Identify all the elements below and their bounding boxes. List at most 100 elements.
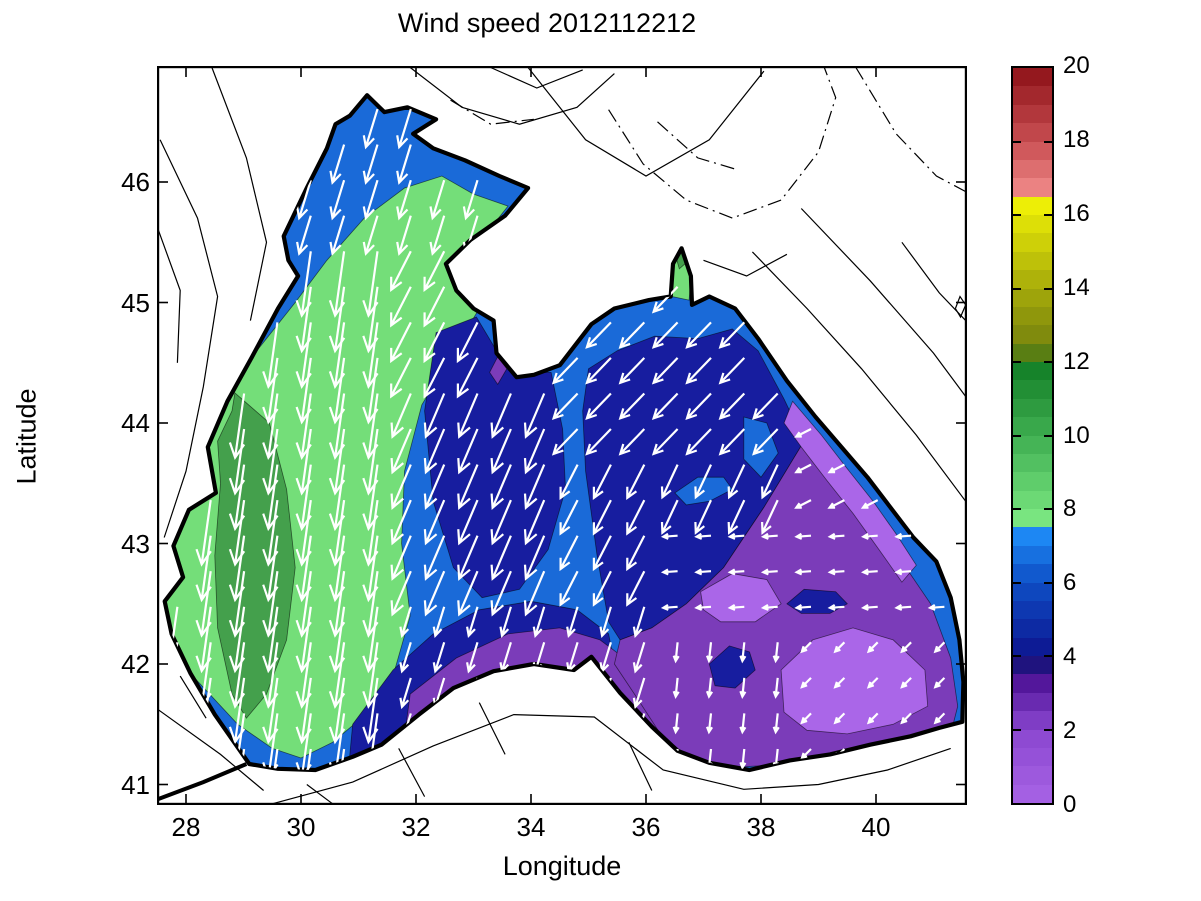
wind-vector-arrow (362, 535, 379, 603)
wind-vector-arrow (718, 392, 746, 421)
wind-vector-arrow (694, 464, 712, 500)
wind-vector-arrow (660, 464, 679, 500)
wind-vector-arrow (262, 322, 279, 390)
wind-vector-arrow (328, 535, 346, 603)
wind-vector-arrow (457, 393, 479, 439)
wind-vector-arrow (423, 393, 446, 439)
wind-vector-arrow (295, 251, 312, 318)
colorbar-step (1013, 85, 1052, 105)
colorbar-step (1013, 471, 1052, 491)
wind-vector-arrow (660, 603, 678, 611)
wind-vector-arrow (296, 215, 312, 256)
wind-vector-arrow (396, 144, 412, 185)
land-contour-line (703, 253, 788, 277)
wind-vector-arrow (585, 321, 612, 349)
land-contour-line (211, 67, 268, 321)
y-tick-label: 45 (121, 287, 150, 318)
wind-vector-arrow (396, 215, 412, 256)
wind-vector-arrow (228, 748, 246, 770)
colorbar-step (1013, 361, 1052, 381)
wind-vector-arrow (739, 748, 747, 770)
wind-vector-arrow (660, 532, 678, 540)
wind-vector-arrow (761, 499, 779, 535)
wind-vector-arrow (772, 713, 780, 735)
x-tick-label: 38 (746, 812, 776, 842)
wind-vector-arrow (794, 463, 812, 474)
wind-vector-arrow (466, 641, 479, 674)
wind-vector-arrow (432, 641, 446, 674)
colorbar-tick (1044, 434, 1052, 437)
wind-vector-arrow (396, 179, 412, 221)
wind-vector-arrow (894, 603, 912, 611)
x-tick-label: 28 (171, 812, 201, 842)
wind-vector-arrow (423, 464, 446, 510)
wind-vector-arrow (694, 568, 712, 576)
wind-speed-band-0-2 (783, 400, 917, 583)
colorbar-tick-label: 12 (1063, 347, 1090, 375)
wind-vector-arrow (390, 535, 412, 581)
wind-vector-arrow (228, 571, 246, 638)
wind-vector-arrow (328, 748, 346, 770)
wind-vector-arrow (866, 712, 879, 725)
wind-vector-arrow (794, 499, 812, 509)
wind-vector-arrow (164, 642, 179, 709)
wind-vector-arrow (626, 499, 646, 536)
wind-vector-arrow (523, 570, 546, 617)
wind-vector-arrow (423, 286, 446, 328)
colorbar-tick-label: 8 (1063, 495, 1077, 523)
wind-vector-arrow (328, 428, 346, 496)
land-contour-line (855, 67, 966, 193)
land-contour-line (158, 709, 264, 791)
wind-vector-arrow (423, 321, 446, 364)
colorbar-step (1013, 141, 1052, 160)
coastline (162, 93, 966, 773)
colorbar-step (1013, 269, 1052, 289)
wind-vector-arrow (329, 215, 346, 256)
wind-vector-arrow (328, 571, 346, 638)
wind-vector-arrow (262, 748, 279, 770)
wind-vector-arrow (705, 713, 714, 735)
wind-vector-arrow (718, 321, 746, 349)
wind-vector-arrow (262, 642, 279, 709)
colorbar-step (1013, 729, 1052, 748)
wind-vector-arrow (860, 499, 879, 509)
land-contour-line (398, 748, 426, 797)
wind-vector-arrow (894, 568, 912, 576)
wind-vector-arrow (328, 499, 346, 567)
wind-vector-arrow (626, 570, 646, 607)
land-contour-line (159, 139, 219, 538)
wind-vector-arrow (462, 179, 479, 221)
colorbar-step (1013, 600, 1052, 620)
wind-vector-arrow (456, 357, 479, 399)
wind-vector-arrow (651, 428, 679, 456)
wind-vector-arrow (423, 535, 446, 581)
colorbar-step (1013, 324, 1052, 344)
wind-vector-arrow (827, 463, 845, 474)
wind-vector-arrow (523, 499, 546, 546)
wind-vector-arrow (328, 464, 346, 532)
land-contour-line (450, 99, 534, 125)
chart-title: Wind speed 2012112212 (397, 8, 697, 38)
colorbar-tick-label: 4 (1063, 643, 1077, 671)
wind-vector-arrow (800, 677, 812, 689)
colorbar-step (1013, 177, 1052, 197)
land-contour-line (490, 66, 583, 89)
colorbar-tick (1013, 140, 1021, 143)
wind-vector-arrow (559, 570, 579, 607)
wind-vector-arrow (328, 642, 346, 709)
wind-vector-arrow (618, 392, 646, 421)
colorbar-step (1013, 490, 1052, 509)
colorbar-tick (1044, 728, 1052, 731)
land-contour-line (657, 121, 739, 171)
wind-vector-arrow (328, 677, 346, 745)
wind-vector-arrow (228, 642, 246, 709)
wind-vector-arrow (362, 499, 379, 567)
wind-vector-arrow (228, 606, 246, 674)
wind-vector-arrow (390, 499, 412, 546)
wind-vector-arrow (559, 499, 579, 536)
wind-vector-arrow (551, 357, 579, 385)
colorbar-tick-label: 14 (1063, 273, 1090, 301)
colorbar-step (1013, 582, 1052, 601)
wind-vector-arrow (694, 499, 712, 535)
wind-vector-arrow (457, 535, 479, 581)
